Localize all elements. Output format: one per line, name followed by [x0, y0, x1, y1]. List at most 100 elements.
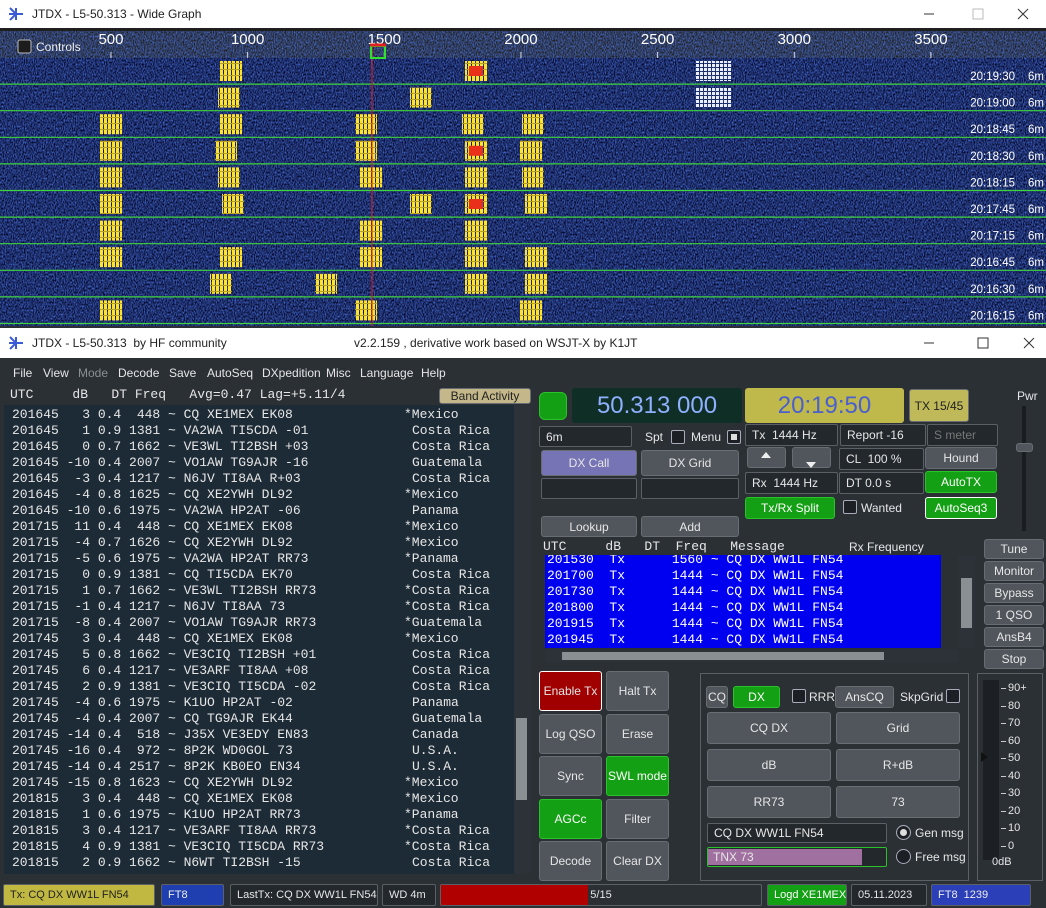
message-button[interactable]: dB	[707, 749, 831, 781]
hound-button[interactable]: Hound	[925, 447, 997, 469]
menu-item[interactable]: DXpedition	[262, 366, 321, 380]
tx-period[interactable]: TX 15/45	[909, 389, 969, 422]
side-button[interactable]: Tune	[984, 539, 1044, 559]
free-msg-radio[interactable]	[896, 849, 911, 864]
message-button[interactable]: RR73	[707, 786, 831, 818]
menu-item[interactable]: Decode	[118, 366, 160, 380]
action-button[interactable]: Log QSO	[539, 713, 602, 754]
report[interactable]: Report -16	[840, 424, 926, 446]
decode-line: 201745 2 0.9 1381 ~ VE3CIQ TI5CDA -02	[12, 679, 317, 694]
row-band: 6m	[1028, 204, 1044, 216]
side-button[interactable]: Monitor	[984, 561, 1044, 581]
signal-trace	[100, 140, 122, 161]
spot-checkbox[interactable]	[671, 430, 685, 444]
action-button[interactable]: AGCc	[539, 798, 602, 839]
action-button[interactable]: Erase	[606, 713, 669, 754]
status-field: FT8	[161, 884, 224, 906]
gen-message-field[interactable]: CQ DX WW1L FN54	[707, 823, 887, 843]
signal-trace	[525, 194, 547, 214]
side-button[interactable]: 1 QSO	[984, 605, 1044, 625]
cq-button[interactable]: CQ	[706, 686, 728, 708]
decode-country: *Mexico	[404, 519, 459, 534]
rx-hhandle	[562, 652, 884, 660]
action-button[interactable]: Sync	[539, 756, 602, 796]
decode-country: Guatemala	[412, 711, 483, 726]
menu-checkbox[interactable]	[727, 430, 741, 444]
status-field: WD 4m	[382, 884, 436, 906]
decode-line: 201815 2 0.9 1662 ~ N6WT TI2BSH -15	[12, 855, 301, 870]
row-band: 6m	[1028, 284, 1044, 296]
decode-country: *Costa Rica	[404, 599, 490, 614]
message-button[interactable]: Grid	[836, 712, 960, 744]
spot-label: Spt	[645, 430, 664, 444]
rx-line: 201800 Tx 1444 ~ CQ DX WW1L FN54	[547, 600, 844, 615]
decode-line: 201815 3 0.4 448 ~ CQ XE1MEX EK08	[12, 791, 293, 806]
dx-button[interactable]: DX	[733, 686, 780, 708]
dt[interactable]: DT 0.0 s	[839, 472, 924, 494]
side-button[interactable]: AnsB4	[984, 627, 1044, 647]
skip-grid-checkbox[interactable]	[946, 689, 960, 703]
lookup-button[interactable]: Lookup	[541, 516, 637, 537]
decode-country: *Guatemala	[404, 615, 483, 630]
decode-line: 201715 -4 0.7 1626 ~ CQ XE2YWH DL92	[12, 535, 293, 550]
message-button[interactable]: R+dB	[836, 749, 960, 781]
menu-item[interactable]: Language	[360, 366, 414, 380]
auto-seq-button[interactable]: AutoSeq3	[925, 497, 997, 519]
menu-item[interactable]: Mode	[78, 366, 109, 380]
signal-trace	[218, 167, 240, 188]
split-button[interactable]: Tx/Rx Split	[745, 497, 835, 519]
decode-line: 201745 6 0.4 1217 ~ VE3ARF TI8AA +08	[12, 663, 309, 678]
band-activity-button[interactable]: Band Activity	[439, 388, 531, 404]
menu-item[interactable]: File	[13, 366, 33, 380]
add-button[interactable]: Add	[641, 516, 739, 537]
signal-trace	[210, 273, 232, 294]
signal-trace	[522, 167, 544, 188]
decode-line: 201645 -10 0.6 1975 ~ VA2WA HP2AT -06	[12, 503, 301, 518]
signal-trace	[360, 167, 382, 188]
action-button[interactable]: Filter	[606, 798, 669, 839]
meter-tick-label: 0	[1008, 840, 1015, 852]
decode-country: *Mexico	[404, 631, 459, 646]
clock[interactable]: 20:19:50	[745, 388, 904, 423]
action-button[interactable]: SWL mode	[606, 756, 669, 796]
decode-line: 201645 -10 0.4 2007 ~ VO1AW TG9AJR -16	[12, 455, 309, 470]
meter-tick-label: 60	[1008, 734, 1021, 747]
action-button[interactable]: Decode	[539, 841, 602, 881]
tx-frequency[interactable]: Tx 1444 Hz	[745, 424, 838, 446]
row-time: 20:16:45	[970, 257, 1015, 269]
meter-tick-label: 40	[1008, 769, 1021, 782]
dx-grid-button[interactable]: DX Grid	[641, 450, 739, 476]
action-button[interactable]: Clear DX	[606, 841, 669, 881]
ans-cq-button[interactable]: AnsCQ	[835, 686, 894, 708]
band-combo[interactable]: 6m	[539, 426, 632, 447]
side-button[interactable]: Bypass	[984, 583, 1044, 603]
wanted-checkbox[interactable]	[843, 500, 857, 514]
rrr-checkbox[interactable]	[792, 689, 806, 703]
auto-tx-button[interactable]: AutoTX	[925, 471, 997, 493]
rx-line: 201530 Tx 1560 ~ CQ DX WW1L FN54	[547, 555, 844, 567]
dx-call-button[interactable]: DX Call	[541, 450, 637, 476]
menu-item[interactable]: Save	[169, 366, 197, 380]
wide-graph-window-controls	[9, 7, 1029, 21]
decode-country: *Mexico	[404, 791, 459, 806]
window-title: JTDX - L5-50.313 - Wide Graph	[32, 7, 202, 21]
menu-item[interactable]: Misc	[326, 366, 351, 380]
message-button[interactable]: CQ DX	[707, 712, 831, 744]
message-button[interactable]: 73	[836, 786, 960, 818]
menu-item[interactable]: View	[43, 366, 69, 380]
rx-title: Rx Frequency	[849, 540, 924, 554]
action-button[interactable]: Halt Tx	[606, 671, 669, 711]
power-handle[interactable]	[1016, 443, 1033, 452]
status-led[interactable]	[539, 392, 567, 420]
rx-line: 201730 Tx 1444 ~ CQ DX WW1L FN54	[547, 584, 844, 599]
controls-checkbox[interactable]	[17, 39, 32, 54]
menu-item[interactable]: AutoSeq	[207, 366, 254, 380]
gen-msg-radio[interactable]	[896, 825, 911, 840]
confidence[interactable]: CL 100 %	[839, 448, 924, 470]
dial-frequency[interactable]: 50.313 000	[572, 388, 742, 423]
action-button[interactable]: Enable Tx	[539, 671, 602, 711]
side-button[interactable]: Stop	[984, 649, 1044, 669]
menu-item[interactable]: Help	[421, 366, 446, 380]
power-label: Pwr	[1017, 389, 1038, 403]
rx-frequency[interactable]: Rx 1444 Hz	[745, 472, 838, 494]
